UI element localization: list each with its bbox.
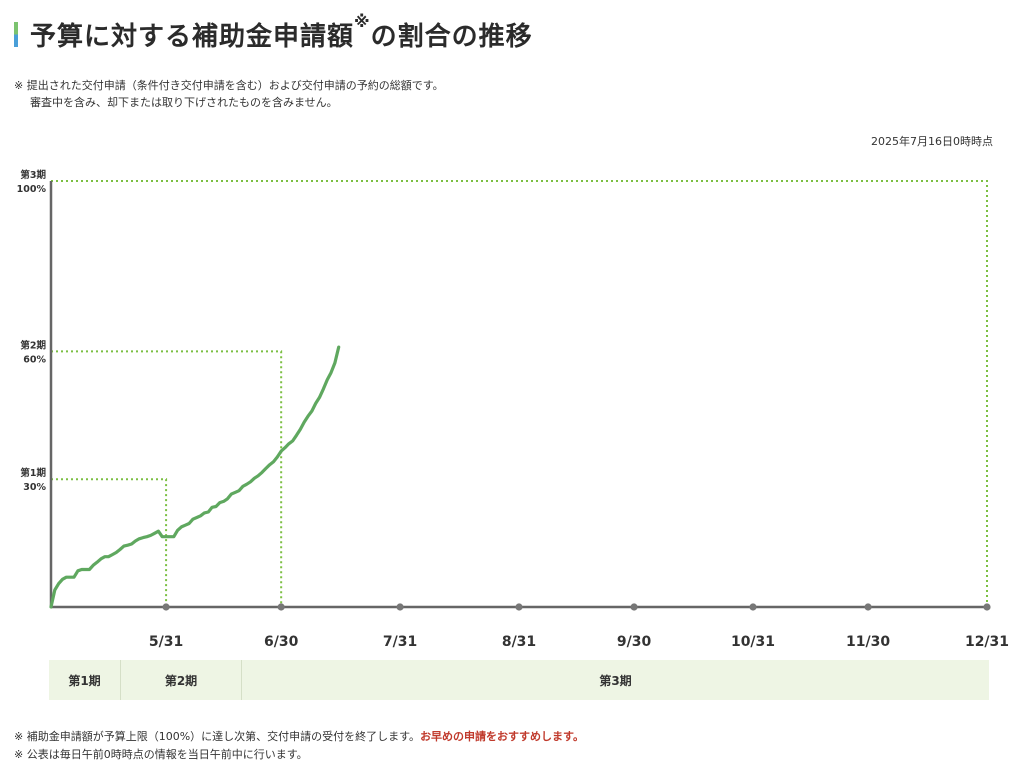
x-tick-dot-7 (864, 603, 872, 611)
bottom-note-emphasis: お早めの申請をおすすめします。 (420, 730, 584, 743)
bottom-note-line-1: ※ 補助金申請額が予算上限（100%）に達し次第、交付申請の受付を終了します。お… (14, 728, 584, 746)
top-note-line-2: 審査中を含み、却下または取り下げされたものを含みません。 (30, 96, 338, 109)
title-footnote-mark: ※ (354, 12, 371, 31)
x-tick-dot-4 (515, 603, 523, 611)
x-tick-label-1: 5/31 (149, 634, 183, 650)
x-tick-label-7: 11/30 (846, 634, 890, 650)
x-tick-dot-6 (749, 603, 757, 611)
threshold-line-2 (51, 350, 283, 607)
top-notes: ※ 提出された交付申請（条件付き交付申請を含む）および交付申請の予約の総額です。… (14, 77, 444, 111)
x-tick-label-8: 12/31 (965, 634, 1009, 650)
x-tick-label-2: 6/30 (264, 634, 299, 650)
data-series-line-1 (49, 345, 341, 609)
threshold-line-3 (51, 180, 988, 607)
threshold-value-label-3: 100% (17, 184, 47, 195)
threshold-phase-label-1: 第1期 (20, 467, 46, 479)
x-tick-dot-3 (396, 603, 404, 611)
title-accent-bar (14, 22, 18, 47)
phase-2-label: 第2期 (121, 660, 242, 700)
bottom-note-text: ※ 補助金申請額が予算上限（100%）に達し次第、交付申請の受付を終了します。 (14, 730, 421, 743)
x-tick-dot-5 (630, 603, 638, 611)
x-tick-dot-2 (277, 603, 285, 611)
x-tick-dot-8 (983, 603, 991, 611)
threshold-line-1 (51, 478, 168, 607)
title-main: 予算に対する補助金申請額 (30, 22, 355, 52)
threshold-value-label-2: 60% (23, 354, 46, 365)
bottom-notes: ※ 補助金申請額が予算上限（100%）に達し次第、交付申請の受付を終了します。お… (14, 728, 584, 764)
x-tick-dot-1 (162, 603, 170, 611)
threshold-phase-label-2: 第2期 (20, 339, 46, 351)
bottom-note-line-2: ※ 公表は毎日午前0時時点の情報を当日午前中に行います。 (14, 748, 308, 761)
phase-3-label: 第3期 (599, 673, 632, 688)
as-of-timestamp: 2025年7月16日0時時点 (871, 135, 993, 148)
x-tick-label-6: 10/31 (731, 634, 775, 650)
threshold-phase-label-3: 第3期 (20, 169, 46, 181)
x-tick-label-5: 9/30 (617, 634, 652, 650)
title-suffix: の割合の推移 (370, 22, 533, 52)
phase-1-label: 第1期 (49, 660, 121, 700)
phase-bar: 第1期 第2期 第3期 (49, 660, 989, 700)
page-title: 予算に対する補助金申請額※の割合の推移 (30, 12, 533, 53)
progress-chart: 第1期 30% 第2期 60% 第3期 100% 5/31 6/30 7/31 8/31 9/30 1… (17, 169, 1009, 650)
threshold-value-label-1: 30% (23, 482, 46, 493)
x-tick-label-3: 7/31 (383, 634, 417, 650)
x-tick-label-4: 8/31 (502, 634, 536, 650)
top-note-line-1: ※ 提出された交付申請（条件付き交付申請を含む）および交付申請の予約の総額です。 (14, 79, 444, 92)
